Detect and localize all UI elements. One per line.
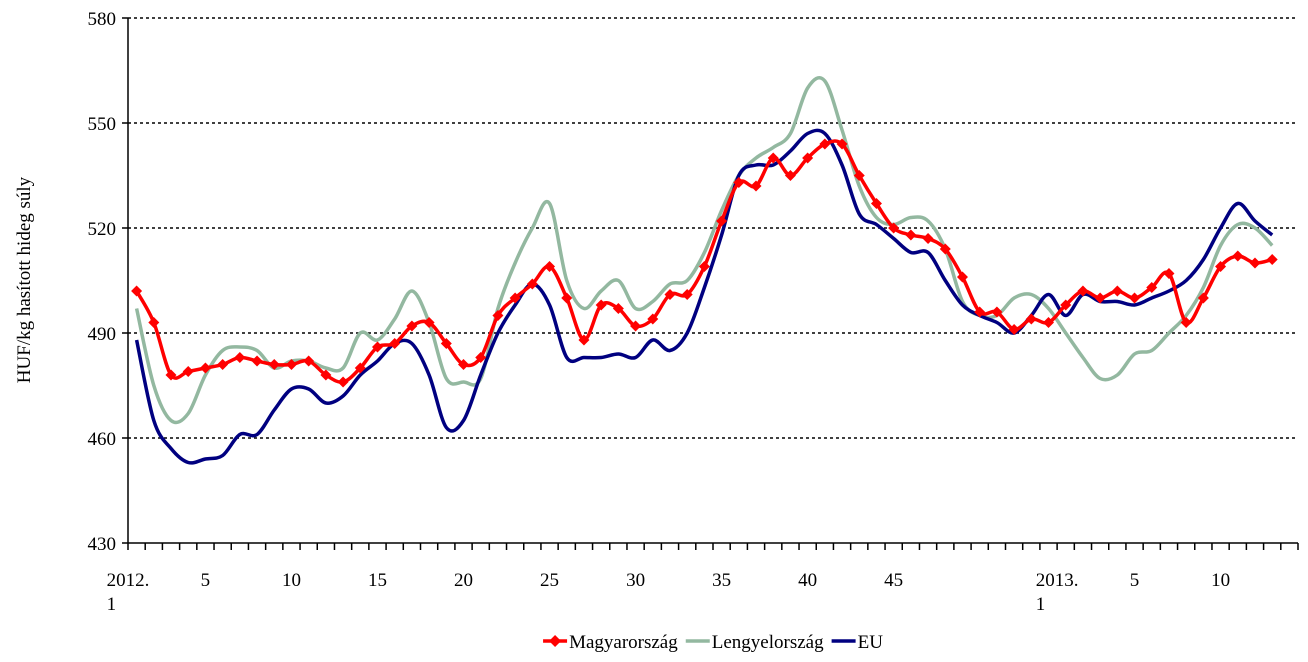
series-marker [1025,313,1037,325]
series-marker [285,359,297,370]
series-marker [681,289,693,300]
series-marker [1215,261,1227,272]
y-tick-label: 550 [88,114,117,135]
series-marker [492,310,504,321]
x-tick-label: 30 [626,570,645,591]
series-marker [612,303,624,314]
x-tick-label-line: 1 [1036,594,1046,615]
x-tick-label: 10 [282,570,301,591]
series-marker [354,362,366,374]
series-marker [1111,285,1123,297]
series-marker [1129,292,1141,304]
series-marker [578,334,590,346]
series-marker [217,359,229,370]
legend-label: Lengyelország [712,632,824,653]
series-marker [389,338,401,349]
series-marker [526,278,538,290]
series-marker [320,369,332,381]
x-tick-label: 10 [1211,570,1230,591]
series-marker [630,320,642,332]
series-marker [819,138,831,150]
series-marker [165,369,177,381]
series-marker [1077,285,1089,297]
series-marker [716,215,728,227]
x-tick-label: 25 [540,570,559,591]
series-marker [544,261,556,272]
x-tick-label-line: 2013. [1036,570,1079,591]
series-marker [509,292,521,304]
series-marker [836,138,848,150]
x-tick-label: 40 [798,570,817,591]
x-tick-label: 2013. 1 [1036,570,1079,615]
series-marker [922,233,934,244]
series-marker [888,222,900,234]
series-marker [750,180,762,192]
series-marker [423,317,435,328]
series-marker [371,341,383,353]
series-marker [956,271,968,283]
series-marker [1232,250,1244,262]
series-marker [406,320,418,332]
series-marker [1008,324,1020,335]
series-marker [853,170,865,181]
series-marker [974,306,986,318]
x-tick-label-line: 2012. [107,570,150,591]
series-marker [440,338,452,349]
series-marker [991,306,1003,318]
x-tick-label: 5 [1130,570,1140,591]
legend: Magyarország Lengyelország EU [543,632,883,653]
series-marker [337,376,349,388]
x-tick-label: 45 [884,570,903,591]
series-line [134,76,1274,425]
series-marker [664,289,676,300]
y-tick-label: 430 [88,534,117,555]
series-marker [733,177,745,188]
series-marker [234,352,246,363]
series-marker [1094,292,1106,304]
series-marker [1266,254,1278,265]
x-tick-label: 20 [454,570,473,591]
series-marker [1060,299,1072,311]
series-marker [251,355,263,367]
series-marker [1180,317,1192,328]
y-tick-label: 490 [88,324,117,345]
series-marker [131,285,143,297]
series-marker [1146,282,1158,293]
series-marker [199,362,211,374]
series-marker [458,359,470,370]
y-tick-label: 580 [88,9,117,30]
x-tick-label-line: 1 [107,594,117,615]
series-marker [1163,268,1175,279]
series-marker [802,152,814,164]
x-tick-label: 2012. 1 [107,570,150,615]
series-marker [1197,292,1209,304]
series-marker [268,359,280,370]
y-tick-label: 460 [88,429,117,450]
series-marker [148,317,160,328]
series-marker [870,198,882,209]
series-marker [475,352,487,363]
series-marker [698,261,710,272]
series-marker [561,292,573,304]
x-tick-label: 35 [712,570,731,591]
series-marker [767,152,779,164]
legend-marker [549,635,562,647]
x-tick-label: 5 [201,570,211,591]
series-marker [647,313,659,325]
y-axis-label: HUF/kg hasított hideg súly [14,176,35,383]
x-tick-label: 15 [368,570,387,591]
series-marker [905,229,917,241]
series-marker [182,366,194,377]
series-marker [784,170,796,181]
series-marker [1249,257,1261,269]
series-marker [1043,317,1055,328]
series-marker [939,243,951,255]
legend-label: Magyarország [569,632,678,653]
series-marker [303,355,315,367]
legend-label: EU [858,632,884,653]
y-tick-label: 520 [88,219,117,240]
series-marker [595,299,607,311]
